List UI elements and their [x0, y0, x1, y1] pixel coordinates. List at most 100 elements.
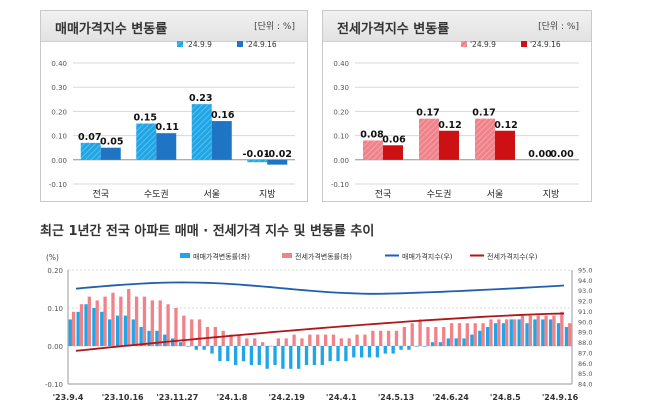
jeon-change-bar	[158, 300, 162, 346]
jeon-change-bar	[434, 327, 438, 346]
category-label: 지방	[543, 189, 560, 200]
jeon-change-panel: 전세가격지수 변동률 [단위 : %] -0.10 0.00 0.10 0.20 0.3…	[322, 10, 592, 202]
left-axis-unit: (%)	[46, 253, 59, 262]
jeon-change-bar	[497, 319, 501, 346]
legend-label-prev: '24.9.9	[470, 40, 496, 49]
jeon-change-bar	[229, 334, 233, 346]
jeon-change-bar	[276, 338, 280, 346]
legend-marker-curr	[521, 41, 527, 47]
sale-change-bar	[509, 319, 513, 346]
category-label: 수도권	[427, 188, 452, 200]
bar-curr	[100, 147, 121, 160]
y-tick-label: 0.30	[51, 84, 67, 92]
y-tick-label: 0.00	[51, 157, 67, 165]
sale-change-bar	[367, 346, 372, 358]
jeon-change-bar	[253, 338, 257, 346]
right-tick-label: 84.0	[578, 381, 592, 389]
x-tick-label: '23.10.16	[102, 393, 144, 402]
x-tick-label: '23.11.27	[156, 393, 198, 402]
bar-value-label: 0.15	[134, 113, 157, 124]
x-tick-label: '23.9.4	[53, 393, 84, 402]
bar-prev	[363, 140, 383, 160]
y-tick-label: 0.20	[333, 108, 349, 116]
jeon-change-bar	[119, 296, 123, 346]
sale-change-bar	[273, 346, 277, 365]
jeon-change-bar	[221, 330, 225, 346]
sale-change-bar	[344, 346, 348, 362]
sale-change-bar	[407, 346, 411, 350]
bar-value-label: 0.17	[416, 108, 439, 119]
sale-change-bar	[289, 346, 293, 369]
jeon-change-bar	[552, 315, 556, 346]
sale-change-bar	[556, 323, 561, 346]
jeon-change-bar	[355, 334, 359, 346]
jeon-change-bar	[560, 311, 564, 346]
sale-change-bar	[234, 346, 238, 365]
category-label: 전국	[92, 189, 109, 200]
sale-change-bar	[92, 308, 96, 346]
sale-panel-header: 매매가격지수 변동률 [단위 : %]	[41, 11, 307, 42]
bar-value-label: -0.01	[243, 149, 270, 160]
jeon-change-bar	[95, 300, 99, 346]
jeon-change-bar	[111, 292, 115, 346]
jeon-change-bar	[245, 338, 249, 346]
sale-change-bar	[76, 311, 80, 346]
jeon-change-bar	[347, 338, 351, 346]
jeon-change-bar	[520, 315, 525, 346]
sale-change-bar	[430, 342, 435, 346]
sale-change-bar	[241, 346, 246, 362]
sale-change-bar	[454, 338, 458, 346]
jeon-change-bar	[284, 338, 288, 346]
jeon-change-bar	[142, 296, 147, 346]
sale-change-bar	[202, 346, 206, 350]
x-tick-label: '24.6.24	[432, 393, 469, 402]
jeon-change-bar	[331, 334, 336, 346]
jeon-change-bar	[426, 327, 430, 346]
jeon-change-bar	[237, 334, 241, 346]
y-tick-label: 0.30	[333, 84, 349, 92]
sale-change-bar	[218, 346, 222, 362]
jeon-change-bar	[536, 315, 540, 346]
category-label: 서울	[203, 189, 220, 200]
y-tick-label: 0.20	[51, 108, 67, 116]
sale-index-line	[75, 281, 565, 295]
right-tick-label: 91.0	[578, 308, 592, 316]
sale-change-bar	[163, 334, 167, 346]
category-label: 서울	[487, 189, 504, 200]
sale-change-bar	[178, 342, 183, 346]
jeon-panel-header: 전세가격지수 변동률 [단위 : %]	[323, 11, 591, 42]
right-tick-label: 88.0	[578, 339, 592, 347]
sale-change-bar	[155, 330, 159, 346]
jeon-change-bar	[268, 346, 273, 347]
y-tick-label: -0.10	[49, 181, 67, 189]
right-tick-label: 92.0	[578, 298, 592, 306]
bar-value-label: 0.07	[78, 132, 101, 143]
x-tick-label: '24.5.13	[378, 393, 414, 402]
bar-prev	[247, 159, 268, 163]
bar-prev	[191, 104, 212, 160]
sale-change-bar	[171, 338, 175, 346]
jeon-change-bar	[87, 296, 91, 346]
jeon-change-bar	[323, 334, 328, 346]
jeon-change-bar	[457, 323, 462, 346]
legend-marker-curr	[237, 41, 243, 47]
bar-value-label: 0.00	[528, 149, 552, 160]
left-tick-label: 0.10	[47, 305, 63, 313]
jeon-change-bar	[402, 327, 406, 346]
sale-change-bar	[493, 323, 498, 346]
legend-marker-prev	[461, 41, 467, 47]
sale-change-bar	[312, 346, 317, 365]
jeon-change-bar	[505, 319, 509, 346]
bar-prev	[419, 118, 439, 160]
bar-curr	[267, 159, 288, 165]
jeon-change-bar	[127, 289, 131, 346]
sale-change-bar	[186, 346, 191, 347]
legend-label: 전세가격변동률(좌)	[295, 252, 352, 261]
jeon-change-bar	[363, 334, 367, 346]
jeon-change-bar	[71, 311, 76, 346]
sale-panel-title: 매매가격지수 변동률	[55, 22, 168, 37]
sale-change-bar	[194, 346, 198, 350]
right-tick-label: 90.0	[578, 318, 592, 326]
sale-change-bar	[328, 346, 332, 362]
